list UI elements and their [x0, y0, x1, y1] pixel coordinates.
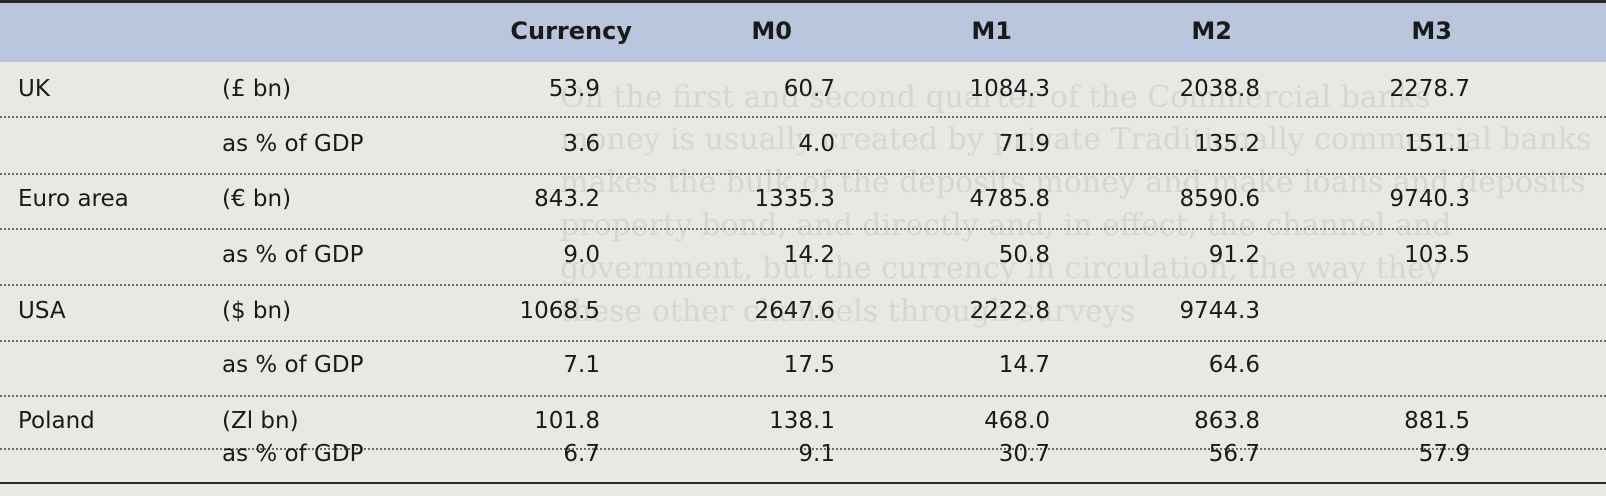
- table-cell-m0: 138.1: [769, 408, 835, 434]
- table-cell-m3: 2278.7: [1389, 76, 1470, 102]
- table-cell-m0: 2647.6: [754, 298, 835, 324]
- table-cell-currency: 843.2: [534, 186, 600, 212]
- table-cell-m1: 2222.8: [969, 298, 1050, 324]
- row-divider: [0, 116, 1606, 118]
- table-row-region: UK: [18, 76, 50, 102]
- table-cell-m0: 14.2: [783, 242, 835, 268]
- table-cell-m0: 60.7: [783, 76, 835, 102]
- table-cell-m3: 9740.3: [1389, 186, 1470, 212]
- table-cell-m2: 9744.3: [1179, 298, 1260, 324]
- column-header-m2: M2: [1191, 17, 1232, 45]
- row-divider: [0, 340, 1606, 342]
- table-row-unit: ($ bn): [222, 298, 292, 324]
- table-cell-m3: 103.5: [1404, 242, 1470, 268]
- table-cell-m1: 50.8: [998, 242, 1050, 268]
- row-divider: [0, 395, 1606, 397]
- table-bottom-rule: [0, 482, 1606, 484]
- table-cell-m0: 1335.3: [754, 186, 835, 212]
- table-cell-m0: 17.5: [783, 352, 835, 378]
- table-cell-currency: 9.0: [563, 242, 600, 268]
- table-row-region: Poland: [18, 408, 95, 434]
- column-header-m3: M3: [1411, 17, 1452, 45]
- row-divider: [0, 448, 1606, 450]
- table-cell-currency: 6.7: [563, 441, 600, 467]
- table-cell-m1: 4785.8: [969, 186, 1050, 212]
- table-cell-m1: 468.0: [984, 408, 1050, 434]
- table-cell-m2: 2038.8: [1179, 76, 1260, 102]
- table-cell-m2: 56.7: [1208, 441, 1260, 467]
- table-row-unit: (€ bn): [222, 186, 292, 212]
- table-row-region: Euro area: [18, 186, 129, 212]
- table-row-unit: (Zl bn): [222, 408, 299, 434]
- table-cell-m3: 151.1: [1404, 131, 1470, 157]
- table-cell-m0: 4.0: [798, 131, 835, 157]
- table-row-unit: as % of GDP: [222, 441, 364, 467]
- table-row-unit: (£ bn): [222, 76, 292, 102]
- table-cell-currency: 3.6: [563, 131, 600, 157]
- column-header-m1: M1: [971, 17, 1012, 45]
- table-cell-currency: 101.8: [534, 408, 600, 434]
- table-cell-currency: 53.9: [548, 76, 600, 102]
- table-cell-m3: 881.5: [1404, 408, 1470, 434]
- table-cell-m1: 30.7: [998, 441, 1050, 467]
- table-cell-currency: 7.1: [563, 352, 600, 378]
- column-header-currency: Currency: [510, 17, 632, 45]
- row-divider: [0, 173, 1606, 175]
- table-cell-m1: 1084.3: [969, 76, 1050, 102]
- table-top-rule: [0, 0, 1606, 3]
- table-cell-m2: 863.8: [1194, 408, 1260, 434]
- table-header-band: [0, 3, 1606, 62]
- table-cell-m2: 135.2: [1194, 131, 1260, 157]
- row-divider: [0, 228, 1606, 230]
- table-cell-m3: 57.9: [1418, 441, 1470, 467]
- table-cell-currency: 1068.5: [519, 298, 600, 324]
- table-cell-m2: 8590.6: [1179, 186, 1260, 212]
- table-row-unit: as % of GDP: [222, 242, 364, 268]
- table-cell-m2: 64.6: [1208, 352, 1260, 378]
- table-cell-m2: 91.2: [1208, 242, 1260, 268]
- table-cell-m1: 14.7: [998, 352, 1050, 378]
- row-divider: [0, 284, 1606, 286]
- table-cell-m0: 9.1: [798, 441, 835, 467]
- table-row-unit: as % of GDP: [222, 131, 364, 157]
- table-cell-m1: 71.9: [998, 131, 1050, 157]
- table-row-region: USA: [18, 298, 66, 324]
- table-row-unit: as % of GDP: [222, 352, 364, 378]
- column-header-m0: M0: [751, 17, 792, 45]
